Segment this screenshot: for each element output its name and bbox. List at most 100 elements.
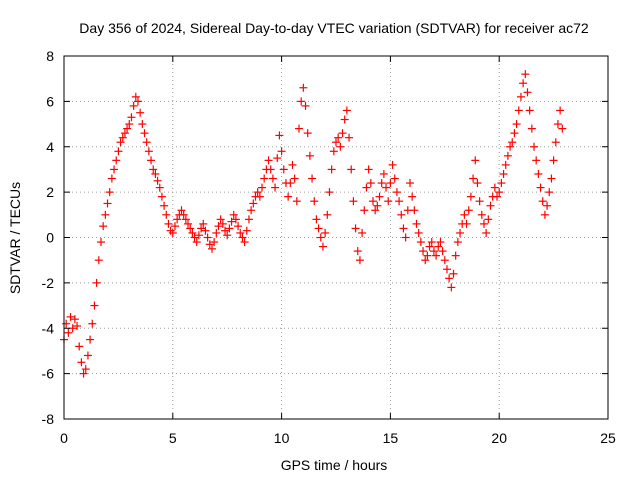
data-point	[234, 222, 243, 231]
data-point	[292, 197, 301, 206]
data-point	[410, 206, 419, 215]
data-point	[153, 176, 162, 185]
data-point	[179, 210, 188, 219]
data-point	[92, 278, 101, 287]
data-point	[471, 156, 480, 165]
data-point	[438, 247, 447, 256]
data-point	[355, 256, 364, 265]
data-point	[373, 201, 382, 210]
data-point	[238, 233, 247, 242]
data-point	[164, 219, 173, 228]
data-point	[181, 215, 190, 224]
data-point	[218, 219, 227, 228]
data-point	[464, 206, 473, 215]
data-point	[286, 179, 295, 188]
data-point	[499, 169, 508, 178]
y-tick-label: 6	[46, 93, 54, 109]
data-point	[308, 174, 317, 183]
data-point	[279, 165, 288, 174]
data-point	[147, 156, 156, 165]
data-point	[149, 165, 158, 174]
data-point	[425, 242, 434, 251]
data-point	[336, 142, 345, 151]
data-point	[423, 251, 432, 260]
data-point	[490, 183, 499, 192]
data-point	[323, 210, 332, 219]
y-tick-label: 2	[46, 184, 54, 200]
data-point	[75, 342, 84, 351]
data-point	[229, 210, 238, 219]
y-tick-label: 4	[46, 139, 54, 155]
data-point	[523, 88, 532, 97]
data-point	[538, 197, 547, 206]
x-tick-label: 10	[274, 430, 290, 446]
data-point	[399, 224, 408, 233]
data-point	[364, 165, 373, 174]
data-point	[64, 328, 73, 337]
data-point	[77, 358, 86, 367]
data-point	[244, 215, 253, 224]
data-point	[379, 169, 388, 178]
data-point	[440, 256, 449, 265]
data-point	[412, 219, 421, 228]
data-point	[362, 183, 371, 192]
data-point	[94, 256, 103, 265]
data-point	[271, 183, 280, 192]
data-point	[329, 147, 338, 156]
y-tick-label: 8	[46, 48, 54, 64]
data-point	[231, 215, 240, 224]
data-point	[473, 179, 482, 188]
data-point	[275, 131, 284, 140]
data-point	[212, 228, 221, 237]
data-point	[540, 210, 549, 219]
data-point	[386, 179, 395, 188]
data-point	[81, 365, 90, 374]
chart-title: Day 356 of 2024, Sidereal Day-to-day VTE…	[79, 20, 589, 36]
data-point	[512, 120, 521, 129]
data-point	[334, 133, 343, 142]
y-axis-label: SDTVAR / TECUs	[7, 182, 23, 294]
data-point	[388, 160, 397, 169]
data-point	[432, 251, 441, 260]
data-point	[382, 183, 391, 192]
data-point	[366, 179, 375, 188]
data-point	[168, 228, 177, 237]
data-point	[405, 179, 414, 188]
data-point	[227, 217, 236, 226]
data-point	[184, 219, 193, 228]
data-point	[477, 210, 486, 219]
x-tick-label: 20	[491, 430, 507, 446]
data-point	[273, 154, 282, 163]
data-point	[107, 174, 116, 183]
data-point	[277, 147, 286, 156]
data-point	[142, 138, 151, 147]
data-point	[133, 97, 142, 106]
data-point	[155, 183, 164, 192]
data-point	[327, 165, 336, 174]
data-point	[116, 138, 125, 147]
data-point	[338, 129, 347, 138]
data-point	[316, 233, 325, 242]
data-point	[131, 92, 140, 101]
data-point	[397, 210, 406, 219]
data-point	[110, 165, 119, 174]
data-point	[114, 147, 123, 156]
data-point	[70, 315, 79, 324]
data-point	[508, 138, 517, 147]
data-point	[401, 233, 410, 242]
data-point	[68, 324, 77, 333]
data-point	[192, 238, 201, 247]
data-point	[258, 183, 267, 192]
data-point	[451, 251, 460, 260]
data-point	[532, 156, 541, 165]
data-point	[266, 165, 275, 174]
data-point	[349, 197, 358, 206]
data-point	[558, 124, 567, 133]
data-point	[255, 192, 264, 201]
data-point	[140, 129, 149, 138]
data-point	[201, 226, 210, 235]
grid	[64, 56, 608, 419]
y-tick-label: -6	[42, 366, 55, 382]
